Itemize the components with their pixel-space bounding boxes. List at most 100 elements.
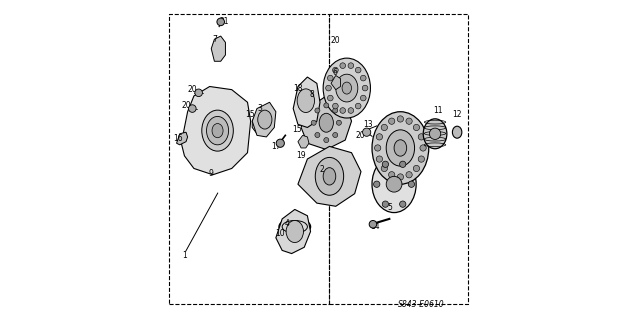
Circle shape — [381, 165, 387, 172]
Circle shape — [388, 172, 395, 178]
Text: 15: 15 — [245, 110, 255, 119]
Circle shape — [408, 181, 415, 187]
Circle shape — [360, 95, 366, 101]
Text: 16: 16 — [173, 134, 182, 143]
Ellipse shape — [212, 123, 223, 138]
Text: 15: 15 — [292, 125, 302, 134]
Ellipse shape — [316, 157, 344, 195]
Circle shape — [348, 63, 354, 68]
Text: 6: 6 — [333, 68, 337, 77]
Circle shape — [381, 124, 387, 131]
Circle shape — [382, 161, 388, 168]
Text: 12: 12 — [452, 110, 462, 119]
Circle shape — [376, 134, 383, 140]
Ellipse shape — [386, 130, 415, 166]
Circle shape — [420, 145, 426, 151]
Circle shape — [328, 95, 333, 101]
Text: 11: 11 — [433, 106, 443, 115]
Polygon shape — [293, 77, 320, 128]
Circle shape — [388, 118, 395, 124]
Circle shape — [397, 174, 404, 180]
Ellipse shape — [258, 110, 272, 129]
Circle shape — [362, 85, 368, 91]
Polygon shape — [181, 86, 251, 175]
Circle shape — [399, 201, 406, 207]
Ellipse shape — [372, 156, 416, 213]
Text: 19: 19 — [296, 151, 306, 160]
Circle shape — [374, 145, 381, 151]
Circle shape — [348, 108, 354, 113]
Circle shape — [376, 156, 383, 162]
Circle shape — [324, 103, 329, 108]
Ellipse shape — [286, 220, 303, 243]
Circle shape — [413, 165, 420, 172]
Circle shape — [217, 18, 225, 26]
Text: 20: 20 — [188, 85, 197, 94]
Circle shape — [374, 181, 380, 187]
Circle shape — [315, 133, 320, 137]
Text: 7: 7 — [212, 35, 217, 44]
Text: 2: 2 — [319, 165, 324, 174]
Polygon shape — [298, 146, 361, 206]
Circle shape — [369, 220, 377, 228]
Circle shape — [406, 118, 412, 124]
Circle shape — [337, 120, 341, 125]
Polygon shape — [211, 36, 225, 61]
Circle shape — [413, 124, 420, 131]
Text: 4: 4 — [284, 219, 289, 228]
Polygon shape — [252, 102, 276, 137]
Circle shape — [418, 134, 424, 140]
Ellipse shape — [423, 119, 447, 149]
Text: 10: 10 — [275, 229, 284, 238]
Circle shape — [333, 133, 338, 137]
Ellipse shape — [394, 140, 406, 156]
Ellipse shape — [202, 110, 234, 151]
Circle shape — [429, 128, 441, 140]
Text: 18: 18 — [293, 84, 303, 93]
Circle shape — [333, 103, 338, 109]
Circle shape — [195, 89, 202, 97]
Polygon shape — [177, 132, 188, 145]
Text: 17: 17 — [271, 142, 281, 151]
Circle shape — [355, 67, 361, 73]
Circle shape — [362, 128, 371, 136]
Ellipse shape — [323, 168, 336, 185]
Circle shape — [276, 139, 284, 147]
Polygon shape — [301, 96, 351, 149]
Circle shape — [189, 105, 196, 112]
Text: 9: 9 — [209, 169, 214, 178]
Text: 5: 5 — [387, 203, 392, 212]
Text: 14: 14 — [371, 222, 380, 231]
Text: 1: 1 — [182, 251, 187, 259]
Ellipse shape — [297, 89, 314, 113]
Circle shape — [328, 75, 333, 81]
Circle shape — [360, 75, 366, 81]
Circle shape — [399, 161, 406, 168]
Circle shape — [340, 63, 346, 68]
Circle shape — [315, 108, 320, 113]
Text: 20: 20 — [331, 36, 340, 45]
Circle shape — [382, 201, 388, 207]
Ellipse shape — [342, 82, 351, 94]
Circle shape — [333, 67, 338, 73]
Polygon shape — [276, 210, 310, 253]
Circle shape — [340, 108, 346, 113]
Ellipse shape — [207, 116, 228, 145]
Ellipse shape — [372, 112, 429, 184]
Polygon shape — [252, 108, 273, 134]
Text: S843-E0610: S843-E0610 — [397, 300, 444, 308]
Text: 3: 3 — [257, 104, 262, 113]
Circle shape — [386, 176, 402, 192]
Circle shape — [333, 108, 338, 113]
Text: 20: 20 — [356, 131, 365, 140]
Circle shape — [406, 172, 412, 178]
Ellipse shape — [452, 126, 462, 138]
Polygon shape — [298, 135, 309, 148]
Polygon shape — [331, 75, 340, 90]
Text: 8: 8 — [310, 90, 314, 99]
Text: 13: 13 — [363, 121, 372, 129]
Circle shape — [324, 138, 329, 142]
Circle shape — [397, 116, 404, 122]
Ellipse shape — [323, 58, 371, 118]
Circle shape — [418, 156, 424, 162]
